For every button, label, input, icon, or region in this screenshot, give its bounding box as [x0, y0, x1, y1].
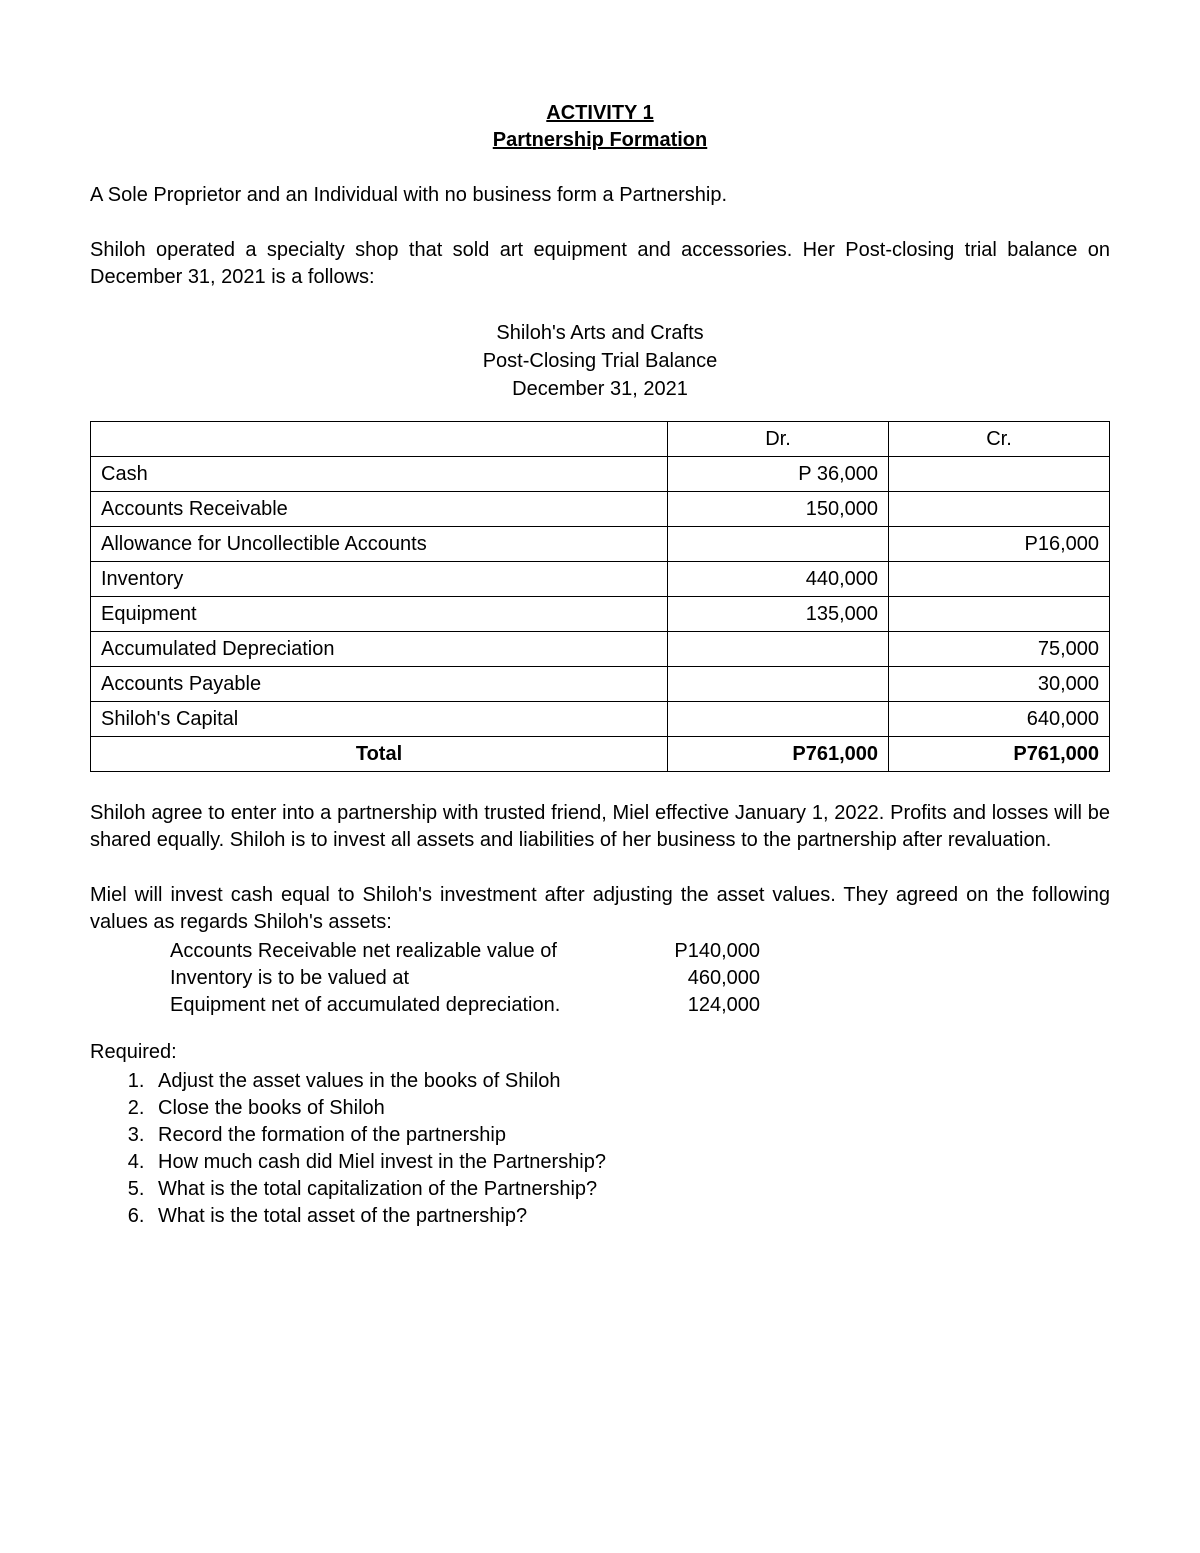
- table-row: Accounts Payable 30,000: [91, 667, 1110, 702]
- agreed-value-row: Equipment net of accumulated depreciatio…: [170, 992, 1110, 1019]
- agreed-amount: 460,000: [640, 965, 760, 992]
- col-dr-header: Dr.: [668, 422, 889, 457]
- col-cr-header: Cr.: [889, 422, 1110, 457]
- required-item: Adjust the asset values in the books of …: [150, 1068, 1110, 1095]
- agreed-values-list: Accounts Receivable net realizable value…: [170, 938, 1110, 1019]
- agreed-label: Equipment net of accumulated depreciatio…: [170, 992, 640, 1019]
- paragraph-3: Miel will invest cash equal to Shiloh's …: [90, 882, 1110, 936]
- col-account-header: [91, 422, 668, 457]
- required-list: Adjust the asset values in the books of …: [150, 1068, 1110, 1230]
- table-row: Accumulated Depreciation 75,000: [91, 632, 1110, 667]
- agreed-amount: P140,000: [640, 938, 760, 965]
- agreed-value-row: Inventory is to be valued at 460,000: [170, 965, 1110, 992]
- table-header-row: Dr. Cr.: [91, 422, 1110, 457]
- paragraph-1: Shiloh operated a specialty shop that so…: [90, 237, 1110, 291]
- cr-cell: [889, 457, 1110, 492]
- cr-cell: 640,000: [889, 702, 1110, 737]
- agreed-label: Accounts Receivable net realizable value…: [170, 938, 640, 965]
- table-row: Shiloh's Capital 640,000: [91, 702, 1110, 737]
- cr-cell: 75,000: [889, 632, 1110, 667]
- report-date: December 31, 2021: [90, 375, 1110, 403]
- account-cell: Equipment: [91, 597, 668, 632]
- trial-balance-header: Shiloh's Arts and Crafts Post-Closing Tr…: [90, 319, 1110, 403]
- title-line-1: ACTIVITY 1: [90, 100, 1110, 127]
- dr-cell: 150,000: [668, 492, 889, 527]
- dr-cell: 440,000: [668, 562, 889, 597]
- dr-cell: P 36,000: [668, 457, 889, 492]
- required-heading: Required:: [90, 1039, 1110, 1066]
- required-item: How much cash did Miel invest in the Par…: [150, 1149, 1110, 1176]
- account-cell: Shiloh's Capital: [91, 702, 668, 737]
- table-row: Allowance for Uncollectible Accounts P16…: [91, 527, 1110, 562]
- trial-balance-table: Dr. Cr. Cash P 36,000 Accounts Receivabl…: [90, 421, 1110, 772]
- report-name: Post-Closing Trial Balance: [90, 347, 1110, 375]
- dr-cell: [668, 527, 889, 562]
- table-row: Cash P 36,000: [91, 457, 1110, 492]
- title-line-2: Partnership Formation: [90, 127, 1110, 154]
- paragraph-2: Shiloh agree to enter into a partnership…: [90, 800, 1110, 854]
- agreed-label: Inventory is to be valued at: [170, 965, 640, 992]
- account-cell: Cash: [91, 457, 668, 492]
- account-cell: Accounts Receivable: [91, 492, 668, 527]
- account-cell: Accounts Payable: [91, 667, 668, 702]
- required-item: Close the books of Shiloh: [150, 1095, 1110, 1122]
- account-cell: Allowance for Uncollectible Accounts: [91, 527, 668, 562]
- company-name: Shiloh's Arts and Crafts: [90, 319, 1110, 347]
- account-cell: Accumulated Depreciation: [91, 632, 668, 667]
- dr-cell: [668, 632, 889, 667]
- agreed-amount: 124,000: [640, 992, 760, 1019]
- total-dr: P761,000: [668, 737, 889, 772]
- table-total-row: Total P761,000 P761,000: [91, 737, 1110, 772]
- cr-cell: [889, 562, 1110, 597]
- total-cr: P761,000: [889, 737, 1110, 772]
- total-label: Total: [91, 737, 668, 772]
- required-item: What is the total asset of the partnersh…: [150, 1203, 1110, 1230]
- dr-cell: [668, 667, 889, 702]
- agreed-value-row: Accounts Receivable net realizable value…: [170, 938, 1110, 965]
- account-cell: Inventory: [91, 562, 668, 597]
- table-row: Inventory 440,000: [91, 562, 1110, 597]
- cr-cell: P16,000: [889, 527, 1110, 562]
- required-item: Record the formation of the partnership: [150, 1122, 1110, 1149]
- dr-cell: [668, 702, 889, 737]
- intro-paragraph: A Sole Proprietor and an Individual with…: [90, 182, 1110, 209]
- cr-cell: 30,000: [889, 667, 1110, 702]
- table-row: Accounts Receivable 150,000: [91, 492, 1110, 527]
- table-row: Equipment 135,000: [91, 597, 1110, 632]
- dr-cell: 135,000: [668, 597, 889, 632]
- cr-cell: [889, 492, 1110, 527]
- activity-title: ACTIVITY 1 Partnership Formation: [90, 100, 1110, 154]
- cr-cell: [889, 597, 1110, 632]
- required-item: What is the total capitalization of the …: [150, 1176, 1110, 1203]
- document-page: ACTIVITY 1 Partnership Formation A Sole …: [0, 0, 1200, 1553]
